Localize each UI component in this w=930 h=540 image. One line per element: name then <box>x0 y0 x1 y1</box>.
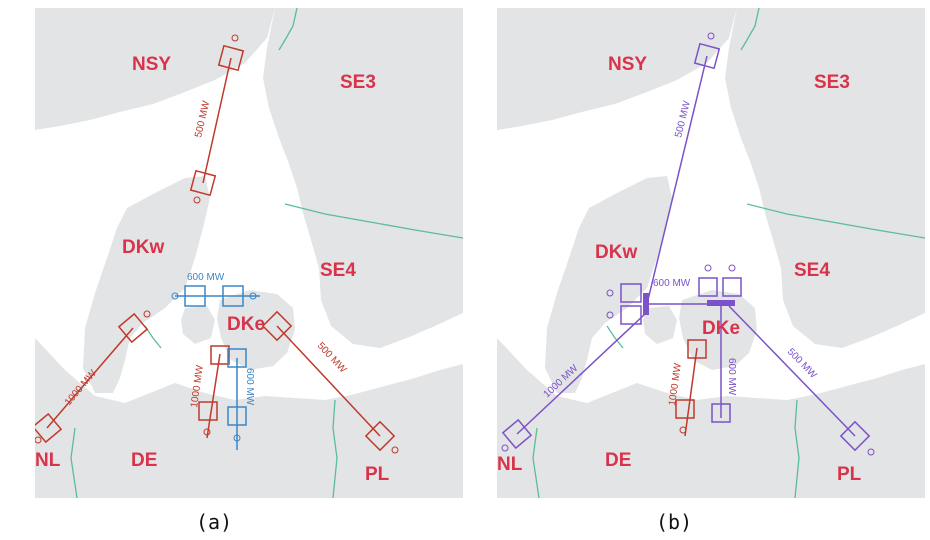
border-se3-se4 <box>284 203 463 239</box>
converter-de-red <box>198 401 218 421</box>
converter-pl <box>839 420 871 452</box>
transformer-icon <box>867 448 875 456</box>
region-label-dkw: DKw <box>122 237 164 258</box>
region-label-de: DE <box>605 450 631 471</box>
border-dk-de <box>606 325 624 349</box>
link-dke-de-red <box>684 347 698 437</box>
border-dk-de <box>144 325 162 349</box>
converter-dkw-north <box>189 169 217 197</box>
border-nl-de <box>532 427 540 498</box>
transformer-icon <box>233 434 241 442</box>
link-nsy-dkw <box>202 57 232 184</box>
converter-dke-south-red <box>687 339 707 359</box>
land-norway <box>35 8 275 130</box>
link-hub-nl <box>516 313 646 435</box>
region-label-se4: SE4 <box>794 260 830 281</box>
region-label-dke: DKe <box>227 314 265 335</box>
land-continent <box>35 338 463 498</box>
land-jutland <box>545 176 672 393</box>
region-label-dke: DKe <box>702 318 740 339</box>
region-label-de: DE <box>131 450 157 471</box>
link-dke-pl <box>276 325 381 437</box>
converter-dkw-1 <box>620 283 642 303</box>
transformer-icon <box>501 444 509 452</box>
land-funen <box>643 306 677 344</box>
border-se3-se4 <box>746 203 925 239</box>
transformer-icon <box>193 196 201 204</box>
converter-nsy <box>217 44 245 72</box>
converter-dkw-west <box>117 312 149 344</box>
converter-de-red <box>675 399 695 419</box>
transformer-icon <box>679 426 687 434</box>
converter-dke-west <box>222 285 244 307</box>
hub-busbar-dke <box>707 300 735 306</box>
land-zealand <box>217 290 295 370</box>
region-label-pl: PL <box>365 464 390 485</box>
land-funen <box>181 306 215 344</box>
converter-de-blue <box>227 406 247 426</box>
transformer-icon <box>203 428 211 436</box>
border-de-pl <box>332 399 338 498</box>
transformer-icon <box>231 34 239 42</box>
transformer-icon <box>171 292 179 300</box>
link-hub-nsy <box>646 55 708 305</box>
transformer-icon <box>249 292 257 300</box>
region-label-se3: SE3 <box>340 72 376 93</box>
region-label-pl: PL <box>837 464 862 485</box>
mw-label-dkw: 600 MW <box>653 278 691 289</box>
map-panel-b: 500 MW 600 MW 1000 MW 500 MW 1000 MW 600… <box>497 8 925 498</box>
converter-dke-south-blue <box>227 348 247 368</box>
converter-nl <box>35 412 63 444</box>
region-label-se3: SE3 <box>814 72 850 93</box>
transformer-icon <box>707 32 715 40</box>
mw-label-dkw-dke: 600 MW <box>187 272 225 283</box>
converter-nl <box>501 418 533 450</box>
converter-pl <box>364 420 396 452</box>
map-b-svg: 500 MW 600 MW 1000 MW 500 MW 1000 MW 600… <box>497 8 925 498</box>
mw-label-dke-de-blue: 600 MW <box>244 368 255 406</box>
border-norway-sweden <box>278 8 298 51</box>
mw-label-de-purple: 600 MW <box>726 358 737 396</box>
converter-dke-south-red <box>210 345 230 365</box>
converter-nsy <box>693 42 721 70</box>
border-nl-de <box>70 427 78 498</box>
region-label-nl: NL <box>35 450 61 471</box>
border-de-pl <box>794 399 800 498</box>
transformer-icon <box>391 446 399 454</box>
converter-dkw-2 <box>620 305 642 325</box>
transformer-icon <box>704 264 712 272</box>
transformer-icon <box>606 289 614 297</box>
border-norway-sweden <box>740 8 760 51</box>
transformer-icon <box>35 436 42 444</box>
transformer-icon <box>606 311 614 319</box>
land-continent <box>497 338 925 498</box>
converter-dkw-east <box>184 285 206 307</box>
map-a-svg: 500 MW 600 MW 1000 MW 500 MW 1000 MW 600… <box>35 8 463 498</box>
converter-dke-east <box>261 310 293 342</box>
land-norway <box>497 8 737 130</box>
hub-busbar-dkw <box>643 293 649 315</box>
land-jutland <box>83 176 210 393</box>
region-label-nl: NL <box>497 454 523 475</box>
land-sweden <box>263 8 463 348</box>
transformer-icon <box>728 264 736 272</box>
caption-a: (a) <box>196 510 233 534</box>
region-label-se4: SE4 <box>320 260 356 281</box>
link-dkw-nl <box>46 327 134 429</box>
region-label-nsy: NSY <box>132 54 171 75</box>
link-dke-de-red <box>206 353 221 439</box>
land-zealand <box>679 290 757 370</box>
caption-b: (b) <box>656 510 693 534</box>
transformer-icon <box>143 310 151 318</box>
converter-de-purple <box>711 403 731 423</box>
map-panel-a: 500 MW 600 MW 1000 MW 500 MW 1000 MW 600… <box>35 8 463 498</box>
land-sweden <box>725 8 925 348</box>
converter-dke-2 <box>722 277 742 297</box>
converter-dke-1 <box>698 277 718 297</box>
region-label-dkw: DKw <box>595 242 637 263</box>
link-hub-pl <box>728 305 856 437</box>
region-label-nsy: NSY <box>608 54 647 75</box>
